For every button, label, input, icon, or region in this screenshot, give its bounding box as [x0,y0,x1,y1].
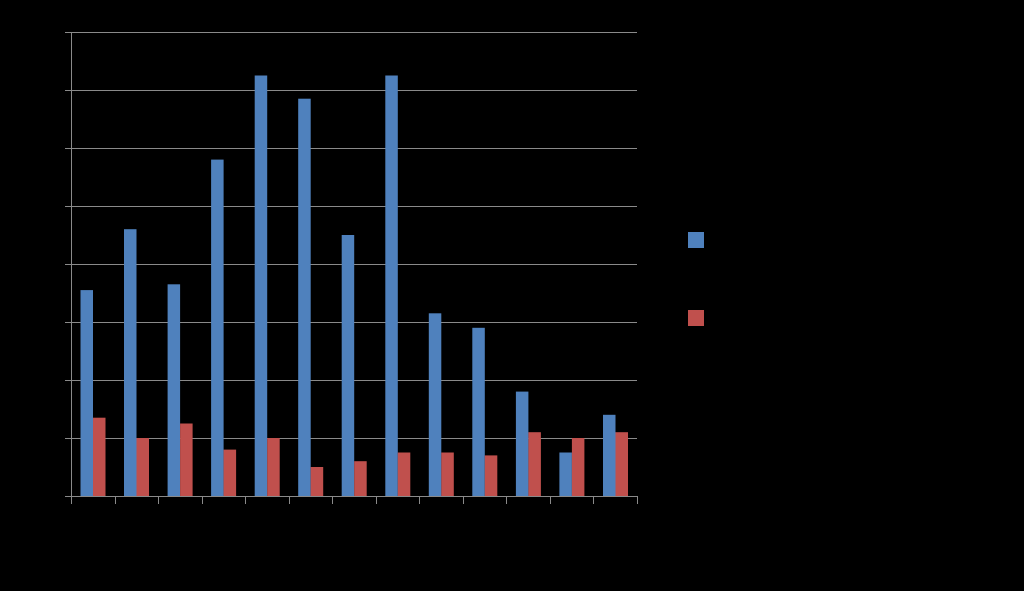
bar-series-1 [341,235,355,496]
bar-series-1 [298,98,311,496]
legend-swatch-series-2 [688,310,704,326]
bar-series-2 [441,452,454,496]
axes [65,32,638,504]
bar-series-1 [167,284,181,496]
bar-series-2 [354,461,367,496]
legend [688,232,704,326]
bar-series-2 [397,452,411,496]
bar-series-1 [515,391,529,496]
bar-series-1 [254,75,268,496]
bar-series-2 [136,438,149,496]
bar-series-2 [310,467,324,496]
bar-series-2 [484,455,498,496]
bar-series-1 [211,159,224,496]
bars [80,75,628,496]
bar-series-2 [180,423,193,496]
bar-series-1 [428,313,442,496]
bar-series-2 [615,432,628,496]
bar-series-2 [528,432,541,496]
bar-series-1 [603,414,616,496]
legend-swatch-series-1 [688,232,704,248]
bar-series-2 [571,438,585,496]
bar-series-1 [385,75,398,496]
bar-series-2 [267,438,280,496]
bar-series-1 [559,452,572,496]
bar-series-1 [80,290,93,496]
bar-series-1 [472,327,485,496]
bar-series-1 [124,229,137,496]
bar-series-2 [223,449,237,496]
bar-series-2 [93,417,106,496]
